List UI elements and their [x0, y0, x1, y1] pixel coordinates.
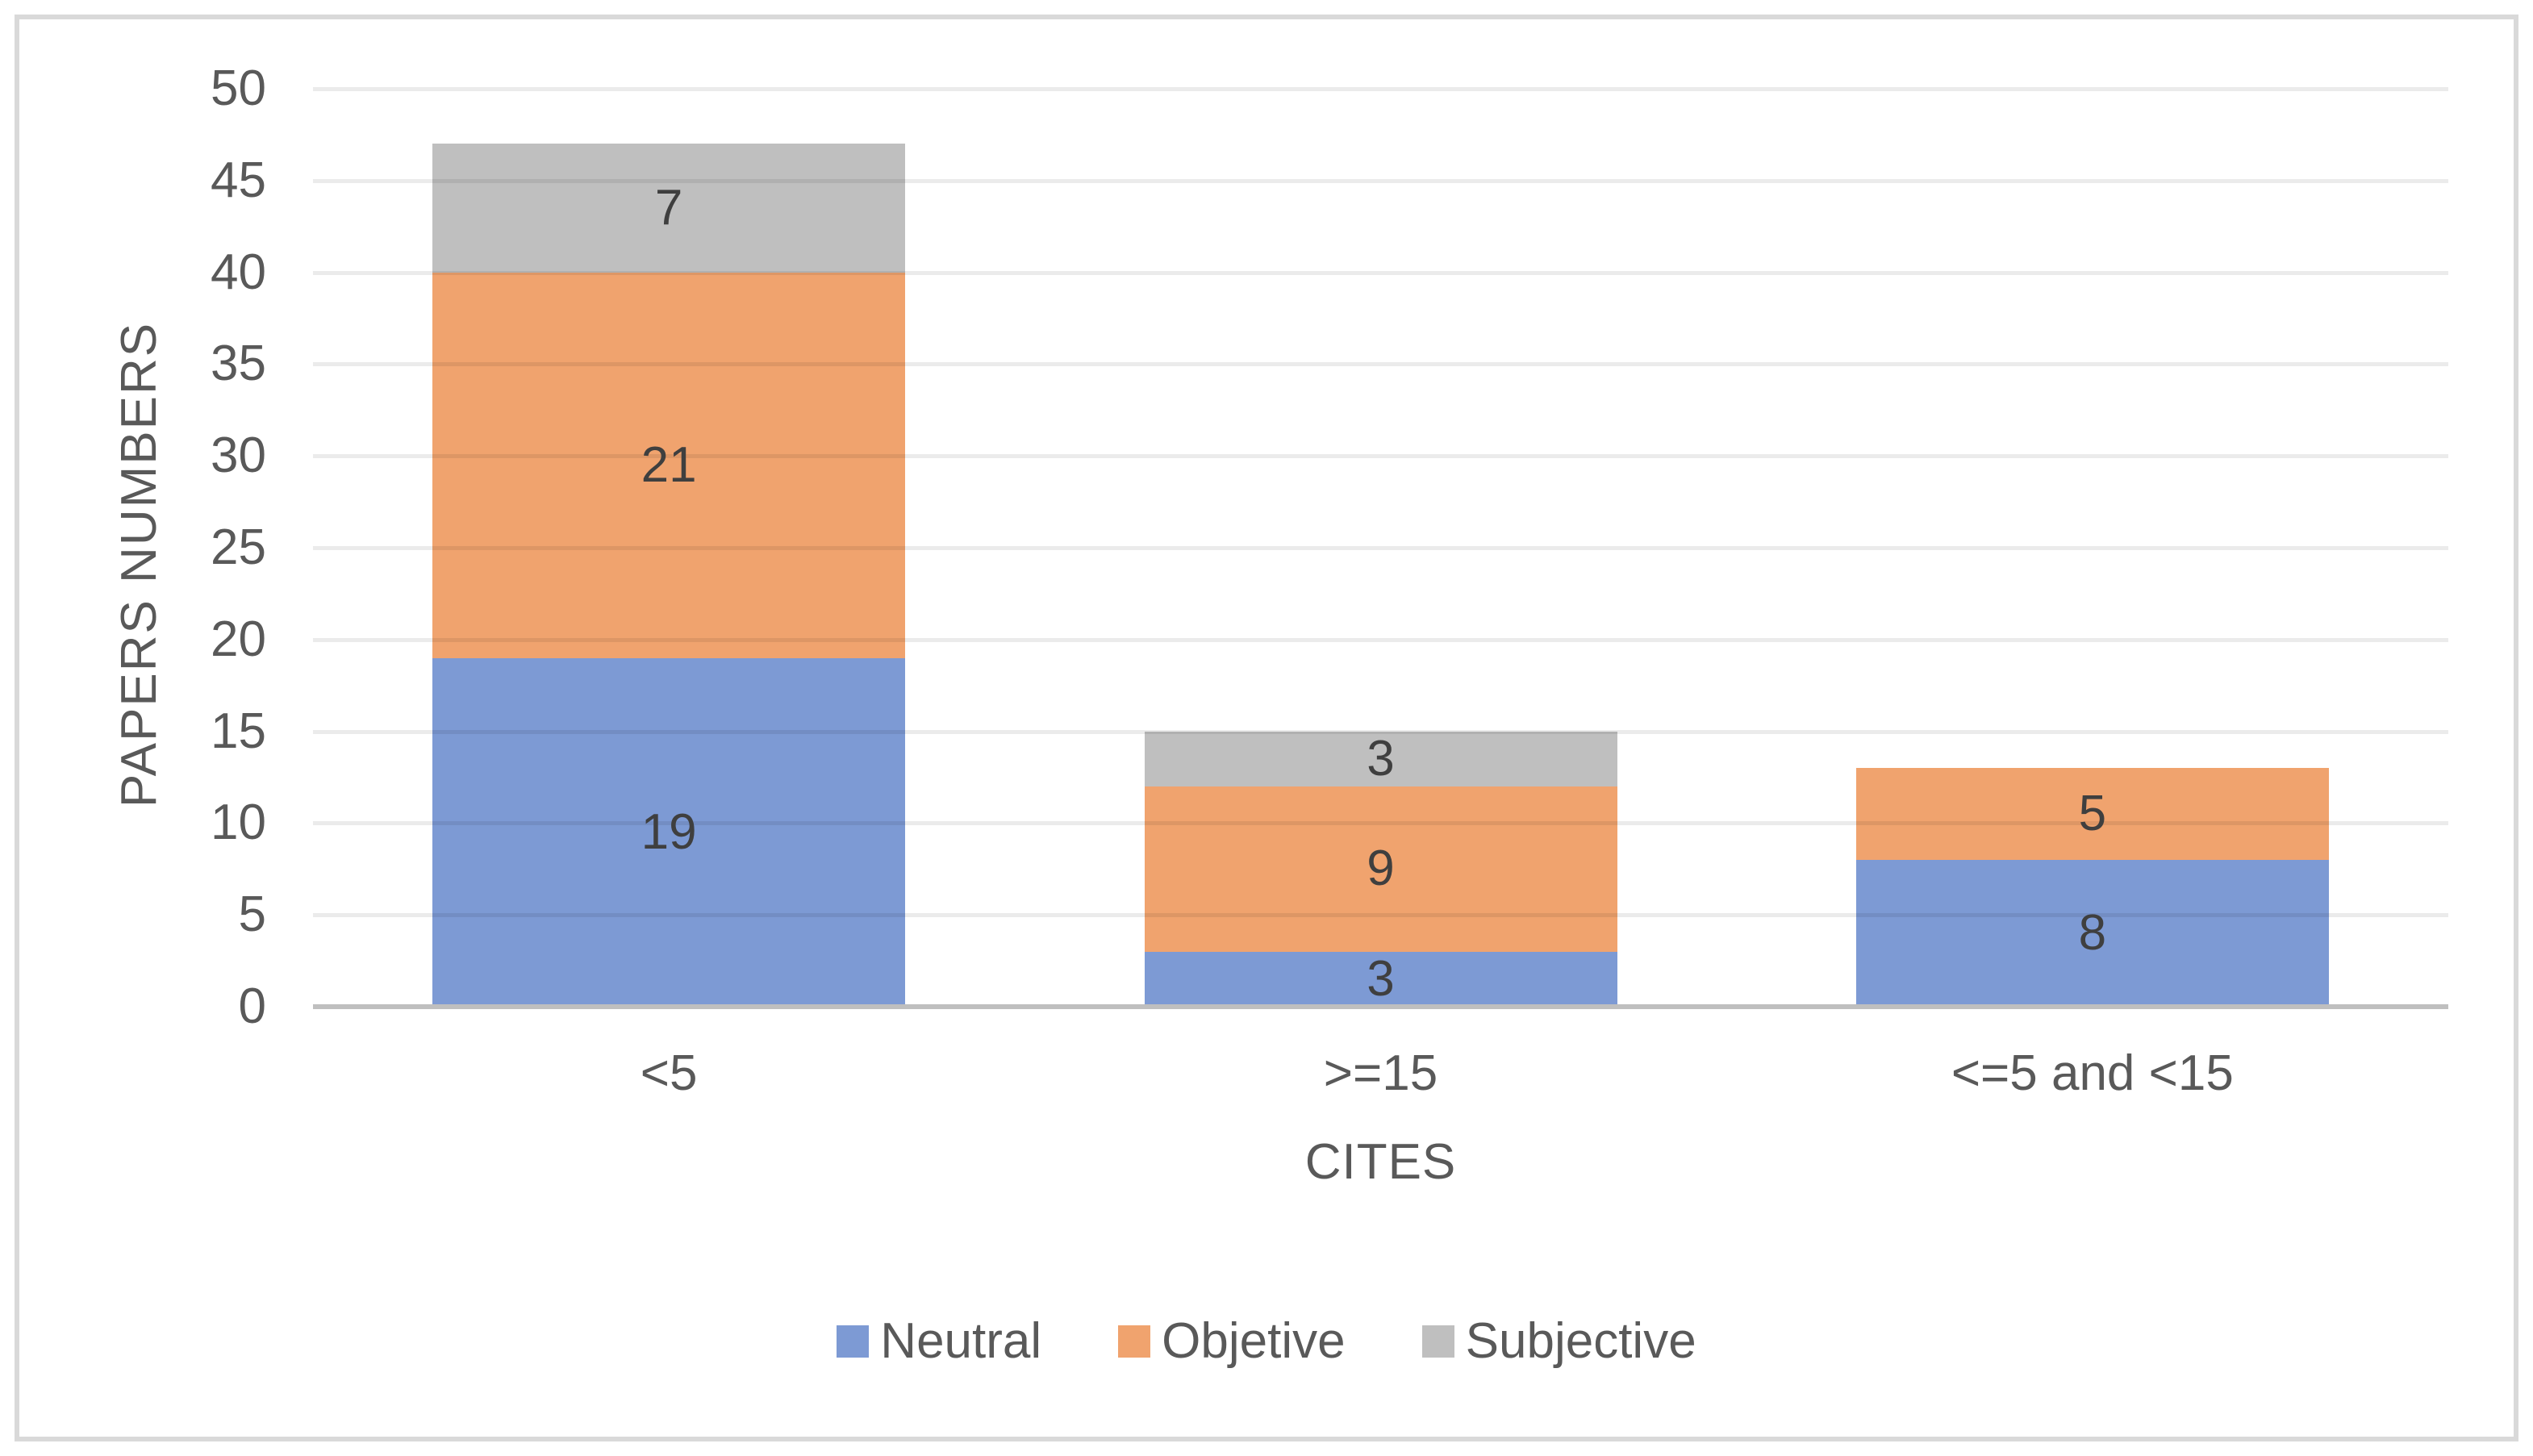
data-label: 8	[2078, 904, 2107, 961]
x-axis-line	[313, 1004, 2448, 1009]
x-category-label: <5	[640, 1045, 698, 1101]
legend-label: Neutral	[880, 1313, 1042, 1369]
legend-swatch-icon	[1421, 1325, 1454, 1358]
y-tick-label: 15	[211, 703, 266, 759]
y-tick-label: 30	[211, 428, 266, 484]
gridline	[313, 821, 2448, 826]
y-tick-label: 45	[211, 152, 266, 208]
legend-item-neutral: Neutral	[837, 1315, 1041, 1368]
gridline	[313, 729, 2448, 734]
bar-segment-objetive	[1144, 786, 1617, 952]
y-tick-label: 40	[211, 244, 266, 300]
gridline	[313, 454, 2448, 459]
legend-label: Objetive	[1162, 1313, 1346, 1369]
data-label: 5	[2078, 786, 2107, 842]
bar-segment-neutral	[1144, 951, 1617, 1007]
gridline	[313, 546, 2448, 550]
legend-swatch-icon	[1118, 1325, 1151, 1358]
bar-segment-neutral	[432, 657, 906, 1007]
x-category-label: >=15	[1323, 1045, 1438, 1101]
y-tick-label: 35	[211, 336, 266, 392]
data-label: 3	[1367, 730, 1395, 786]
gridline	[313, 270, 2448, 275]
data-label: 3	[1367, 950, 1395, 1007]
data-label: 9	[1367, 841, 1395, 897]
legend-item-objetive: Objetive	[1118, 1313, 1346, 1369]
chart-legend: Neutral Objetive Subjective	[0, 1315, 2533, 1368]
data-label: 19	[641, 803, 697, 860]
gridline	[313, 362, 2448, 367]
gridline	[313, 178, 2448, 183]
gridline	[313, 637, 2448, 642]
legend-item-subjective: Subjective	[1421, 1313, 1696, 1369]
bar-segment-neutral	[1855, 859, 2329, 1007]
x-category-label: <=5 and <15	[1951, 1045, 2234, 1101]
y-tick-label: 20	[211, 611, 266, 667]
legend-label: Subjective	[1465, 1313, 1696, 1369]
bar-segment-subjective	[1144, 731, 1617, 786]
data-label: 7	[654, 179, 683, 236]
y-tick-label: 25	[211, 519, 266, 575]
bar-segment-subjective	[432, 144, 906, 273]
y-tick-label: 5	[238, 887, 266, 943]
legend-swatch-icon	[837, 1325, 870, 1358]
bar-segment-objetive	[432, 272, 906, 658]
chart-border	[15, 15, 2518, 1441]
gridline	[313, 913, 2448, 918]
data-label: 21	[641, 436, 697, 493]
x-axis-title: CITES	[1304, 1134, 1457, 1190]
bar-segment-objetive	[1855, 768, 2329, 860]
y-tick-label: 50	[211, 60, 266, 116]
gridline	[313, 87, 2448, 91]
y-tick-label: 0	[238, 978, 266, 1034]
y-tick-label: 10	[211, 795, 266, 851]
